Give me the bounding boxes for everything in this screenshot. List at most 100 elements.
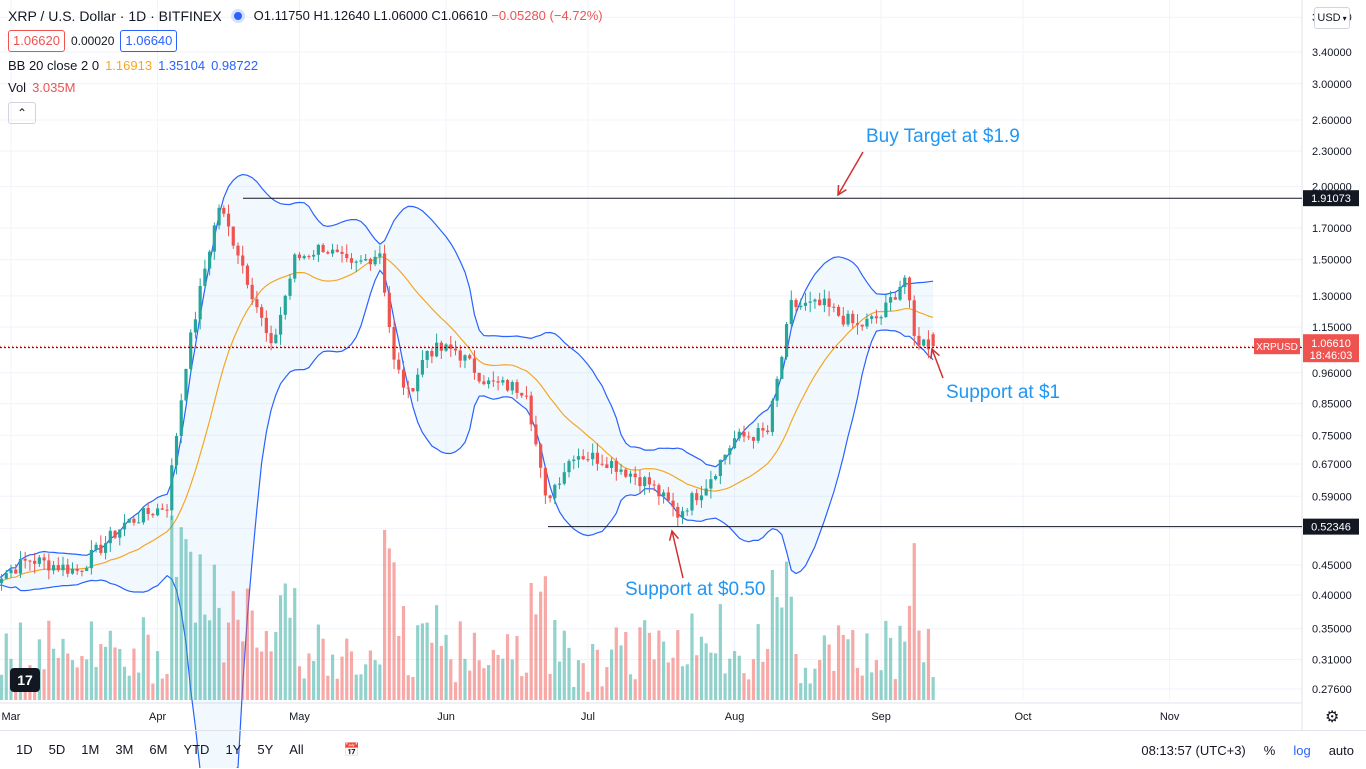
volume-bar — [718, 604, 722, 700]
volume-bar — [638, 627, 642, 700]
candle-body — [80, 570, 84, 572]
candle-body — [439, 342, 443, 351]
support-050-annotation[interactable]: Support at $0.50 — [625, 579, 766, 600]
volume-bar — [155, 651, 160, 700]
candle-body — [747, 436, 751, 438]
candle-body — [283, 295, 287, 315]
volume-bar — [515, 636, 519, 700]
volume-bar — [316, 624, 320, 700]
candle-body — [529, 395, 533, 425]
candle-body — [633, 473, 637, 478]
range-3m[interactable]: 3M — [115, 742, 134, 757]
candle-body — [539, 444, 543, 468]
volume-bar — [581, 663, 585, 700]
range-6m[interactable]: 6M — [149, 742, 168, 757]
candle-body — [103, 543, 108, 553]
candle-body — [572, 459, 576, 462]
volume-bar — [756, 624, 760, 700]
candle-body — [496, 381, 500, 383]
candle-body — [4, 573, 8, 579]
collapse-legend-button[interactable]: ⌃ — [8, 102, 36, 124]
volume-bar — [359, 674, 363, 700]
candle-body — [250, 284, 254, 300]
volume-bar — [222, 662, 226, 700]
y-tick-label: 3.00000 — [1312, 79, 1352, 91]
change-value: −0.05280 (−4.72%) — [491, 8, 603, 23]
calendar-range-icon[interactable]: 📅 — [343, 742, 360, 757]
volume-bar — [416, 625, 420, 700]
candle-body — [922, 339, 926, 346]
candle-body — [487, 380, 491, 385]
volume-bar — [458, 621, 462, 700]
percent-toggle[interactable]: % — [1263, 742, 1276, 758]
candle-body — [42, 557, 46, 561]
symbol-title[interactable]: XRP / U.S. Dollar · 1D · BITFINEX — [8, 8, 222, 24]
candle-body — [652, 484, 656, 486]
candle-body — [510, 382, 514, 391]
candle-body — [288, 278, 292, 296]
candle-body — [884, 302, 888, 318]
volume-indicator-legend[interactable]: Vol 3.035M — [8, 80, 603, 96]
volume-bar — [614, 627, 618, 700]
bb-label: BB 20 close 2 0 — [8, 58, 100, 73]
volume-bar — [99, 644, 103, 700]
volume-bar — [529, 583, 533, 700]
range-5d[interactable]: 5D — [48, 742, 66, 757]
volume-bar — [472, 632, 477, 700]
volume-bar — [179, 527, 183, 700]
volume-bar — [174, 576, 179, 700]
candle-body — [524, 395, 529, 397]
volume-bar — [704, 643, 708, 700]
bb-indicator-legend[interactable]: BB 20 close 2 0 1.16913 1.35104 0.98722 — [8, 58, 603, 74]
y-tick-label: 0.45000 — [1312, 560, 1352, 572]
candle-body — [392, 327, 396, 360]
tradingview-logo[interactable]: 17 — [10, 668, 40, 692]
bb-upper-value: 1.35104 — [158, 58, 206, 73]
support-1-annotation[interactable]: Support at $1 — [946, 382, 1061, 403]
candle-body — [9, 569, 13, 574]
buy-target-annotation[interactable]: Buy Target at $1.9 — [866, 126, 1020, 147]
currency-button[interactable]: USD ▾ — [1314, 7, 1350, 29]
sell-button[interactable]: 1.06620 — [8, 30, 65, 52]
range-5y[interactable]: 5Y — [257, 742, 274, 757]
volume-bar — [241, 641, 245, 700]
volume-bar — [47, 620, 51, 700]
countdown-label: 18:46:03 — [1310, 350, 1353, 362]
candle-body — [198, 285, 202, 320]
volume-bar — [364, 664, 368, 700]
candle-body — [208, 251, 212, 269]
volume-bar — [354, 674, 358, 700]
close-value: C1.06610 — [431, 8, 488, 23]
candle-body — [349, 258, 354, 263]
buy-button[interactable]: 1.06640 — [120, 30, 178, 52]
candle-body — [193, 319, 198, 333]
auto-toggle[interactable]: auto — [1328, 742, 1354, 758]
clock-time[interactable]: 08:13:57 (UTC+3) — [1141, 742, 1246, 758]
candle-body — [888, 297, 893, 303]
candle-body — [99, 544, 103, 553]
candle-body — [846, 313, 850, 325]
candle-body — [330, 249, 335, 254]
candle-body — [595, 452, 599, 464]
candle-body — [609, 460, 614, 468]
range-all[interactable]: All — [289, 742, 304, 757]
range-1d[interactable]: 1D — [16, 742, 33, 757]
candle-body — [855, 323, 860, 325]
candle-body — [718, 459, 722, 477]
symbol-tag — [1254, 338, 1300, 355]
range-1y[interactable]: 1Y — [225, 742, 242, 757]
log-toggle[interactable]: log — [1293, 742, 1311, 758]
range-ytd[interactable]: YTD — [183, 742, 210, 757]
candle-body — [723, 454, 727, 460]
gear-icon[interactable]: ⚙ — [1325, 709, 1340, 726]
candle-body — [297, 254, 302, 259]
candle-body — [241, 255, 245, 266]
candle-body — [179, 400, 183, 436]
candle-body — [534, 424, 538, 445]
volume-bar — [387, 548, 391, 700]
range-1m[interactable]: 1M — [81, 742, 100, 757]
x-tick-label: Jun — [437, 711, 455, 723]
candle-body — [137, 522, 141, 524]
y-tick-label: 2.60000 — [1312, 115, 1352, 127]
